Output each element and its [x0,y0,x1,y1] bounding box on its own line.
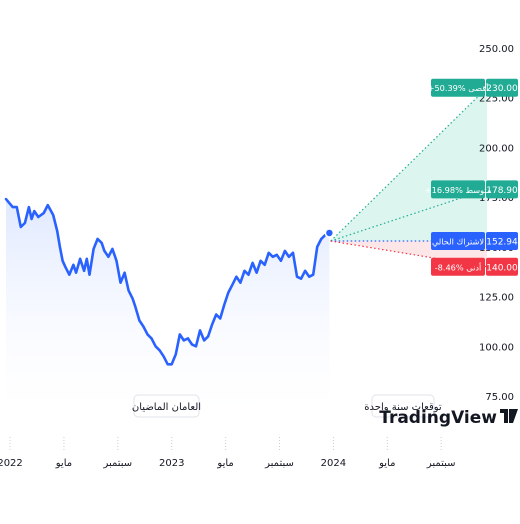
price-line [4,197,331,366]
forecast-high-line [330,87,488,242]
period-forecast-box [371,394,435,418]
high-text: +50.39% أقصى [428,83,489,93]
y-tick-label: 100.00 [479,342,514,353]
tradingview-logo: TradingView [379,408,518,428]
watermark-text: TradingView [379,408,497,428]
x-tick-label: 2022 [0,458,23,469]
x-tick-label: سبتمبر [102,458,132,469]
average-text: +16.98% متوسط [425,185,491,195]
y-tick-label: 175.00 [479,193,514,204]
high-value: 230.00 [486,84,518,94]
price-area-fill [6,199,330,412]
low-value-box [486,257,518,276]
y-tick-label: 250.00 [479,44,514,55]
high-text-box [431,78,485,97]
label-current: لاشتراك الحالي 152.94 [431,232,518,251]
current-value-box [486,232,518,251]
low-value: 140.00 [486,263,518,273]
x-tick-label: سبتمبر [426,458,456,469]
y-tick-label: 75.00 [485,392,514,403]
x-tick-label: مايو [378,458,395,469]
period-forecast-label: توقعات سنة واحدة [364,402,442,413]
period-forecast: توقعات سنة واحدة [364,394,442,418]
x-tick-label: 2023 [159,458,184,469]
low-text-box [431,257,485,276]
low-text: -8.46% أدنى [435,262,482,272]
current-text-box [431,232,485,251]
high-value-box [486,78,518,97]
period-past-label: العامان الماضيان [132,402,201,413]
y-tick-label: 225.00 [479,94,514,105]
x-tick-label: 2024 [321,458,346,469]
tv-logo-icon [500,409,518,423]
x-tick-label: مايو [55,458,72,469]
average-text-box [431,180,485,199]
average-value-box [486,180,518,199]
period-past-box [133,394,200,418]
period-past: العامان الماضيان [132,394,201,418]
average-value: 178.90 [486,186,518,196]
price-last-point [324,228,335,238]
current-value: 152.94 [486,238,518,248]
y-tick-label: 200.00 [479,143,514,154]
x-tick-label: مايو [216,458,233,469]
label-low: -8.46% أدنى 140.00 [431,257,518,276]
current-text: لاشتراك الحالي [432,237,484,247]
y-tick-label: 125.00 [479,293,514,304]
x-tick-label: سبتمبر [264,458,294,469]
